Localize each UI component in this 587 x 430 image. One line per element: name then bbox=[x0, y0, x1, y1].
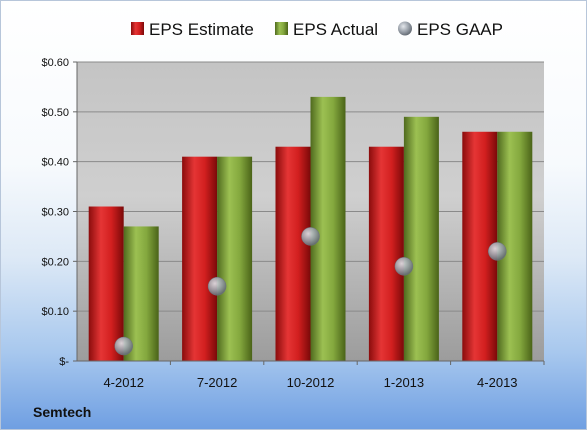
bar-eps-estimate bbox=[88, 206, 124, 361]
x-tick-label: 7-2012 bbox=[197, 375, 237, 390]
company-label: Semtech bbox=[33, 404, 91, 420]
legend-swatch bbox=[131, 22, 144, 35]
bar-eps-estimate bbox=[368, 146, 404, 361]
legend-label: EPS GAAP bbox=[417, 20, 503, 39]
legend-label: EPS Estimate bbox=[149, 20, 254, 39]
bar-eps-actual bbox=[123, 226, 159, 361]
legend: EPS Estimate EPS Actual EPS GAAP bbox=[131, 20, 503, 39]
point-eps-gaap bbox=[207, 277, 227, 296]
y-tick-label: $0.30 bbox=[41, 207, 69, 219]
bar-eps-estimate bbox=[275, 146, 311, 361]
bar-eps-estimate bbox=[182, 156, 218, 361]
bars bbox=[88, 96, 533, 361]
y-tick-label: $- bbox=[59, 356, 69, 368]
y-tick-label: $0.40 bbox=[41, 157, 69, 169]
x-tick-label: 10-2012 bbox=[287, 375, 335, 390]
point-eps-gaap bbox=[114, 336, 133, 356]
axes: $- $0.10 $0.20 $0.30 $0.40 $0.50 $0.60 4-2012 7-… bbox=[41, 57, 545, 390]
bar-eps-actual bbox=[403, 116, 439, 361]
gaap-points bbox=[114, 227, 507, 356]
point-eps-gaap bbox=[301, 227, 320, 246]
bar-eps-actual bbox=[217, 156, 253, 361]
y-tick-label: $0.10 bbox=[41, 306, 69, 318]
legend-swatch bbox=[275, 22, 288, 35]
x-tick-label: 1-2013 bbox=[384, 375, 424, 390]
point-eps-gaap bbox=[394, 257, 414, 276]
y-tick-label: $0.50 bbox=[41, 107, 69, 119]
y-tick-label: $0.20 bbox=[41, 256, 69, 268]
x-tick-label: 4-2012 bbox=[103, 375, 143, 390]
point-eps-gaap bbox=[488, 242, 507, 261]
bar-eps-actual bbox=[310, 96, 346, 361]
legend-swatch bbox=[398, 21, 412, 36]
y-tick-label: $0.60 bbox=[41, 57, 69, 69]
x-tick-label: 4-2013 bbox=[477, 375, 517, 390]
legend-label: EPS Actual bbox=[293, 20, 378, 39]
